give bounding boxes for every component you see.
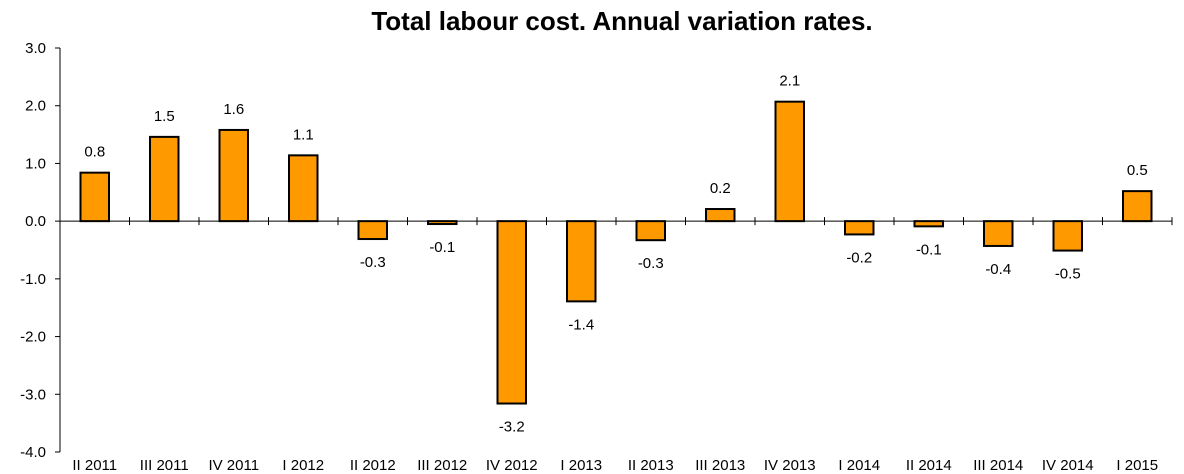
x-tick-label: I 2015 — [1116, 457, 1158, 474]
x-tick-label: I 2014 — [838, 457, 880, 474]
data-label: -3.2 — [499, 419, 525, 436]
data-label: -0.3 — [360, 254, 386, 271]
y-tick-label: 1.0 — [25, 155, 46, 172]
bar — [496, 220, 527, 405]
y-tick-label: -2.0 — [20, 329, 46, 346]
y-tick-label: -4.0 — [20, 444, 46, 461]
y-tick-label: 2.0 — [25, 98, 46, 115]
bars: 0.8 1.5 1.6 1.1 -0.3 -0.1 -3.2 -1.4 -0.3 0.2 2.1 -0… — [79, 73, 1153, 436]
data-label: -0.1 — [916, 241, 942, 258]
chart-title: Total labour cost. Annual variation rate… — [371, 6, 873, 36]
data-label: -0.5 — [1055, 266, 1081, 283]
data-label: 0.5 — [1127, 162, 1148, 179]
data-label: 0.2 — [710, 180, 731, 197]
bar — [1122, 190, 1153, 223]
data-label: -0.4 — [985, 261, 1011, 278]
bar — [79, 171, 110, 223]
data-label: 2.1 — [779, 73, 800, 90]
y-tick-label: -3.0 — [20, 386, 46, 403]
bar — [218, 128, 249, 223]
data-label: 0.8 — [84, 144, 105, 161]
x-tick-label: I 2013 — [560, 457, 602, 474]
x-tick-label: IV 2011 — [208, 457, 259, 474]
data-label: 1.5 — [154, 108, 175, 125]
x-tick-label: II 2013 — [628, 457, 674, 474]
data-label: 1.6 — [223, 101, 244, 118]
bar — [774, 100, 805, 223]
y-tick-label: 0.0 — [25, 213, 46, 230]
bar — [635, 220, 666, 242]
x-tick-label: II 2014 — [906, 457, 952, 474]
data-label: 1.1 — [293, 126, 314, 143]
x-tick-label: II 2012 — [350, 457, 396, 474]
bar — [983, 220, 1014, 247]
bar — [705, 208, 736, 223]
data-label: -0.3 — [638, 255, 664, 272]
x-tick-label: III 2013 — [695, 457, 745, 474]
x-axis: II 2011 III 2011 IV 2011 I 2012 II 2012 III 2… — [59, 217, 1173, 474]
y-tick-label: 3.0 — [25, 40, 46, 57]
x-tick-label: III 2012 — [417, 457, 467, 474]
bar — [844, 220, 875, 236]
bar — [149, 135, 180, 223]
x-tick-label: I 2012 — [282, 457, 324, 474]
y-tick-label: -1.0 — [20, 271, 46, 288]
bar — [357, 220, 388, 241]
x-tick-label: IV 2013 — [764, 457, 816, 474]
data-label: -0.1 — [429, 239, 455, 256]
data-label: -0.2 — [846, 249, 872, 266]
bar — [288, 154, 319, 223]
bar — [913, 220, 944, 228]
x-tick-label: III 2014 — [973, 457, 1023, 474]
bar — [566, 220, 597, 303]
x-tick-label: IV 2012 — [486, 457, 538, 474]
data-label: -1.4 — [568, 316, 594, 333]
y-axis: -4.0 -3.0 -2.0 -1.0 0.0 1.0 2.0 3.0 — [20, 40, 61, 461]
x-tick-label: II 2011 — [72, 457, 117, 474]
x-tick-label: IV 2014 — [1042, 457, 1094, 474]
x-tick-label: III 2011 — [140, 457, 189, 474]
bar — [1052, 220, 1083, 252]
